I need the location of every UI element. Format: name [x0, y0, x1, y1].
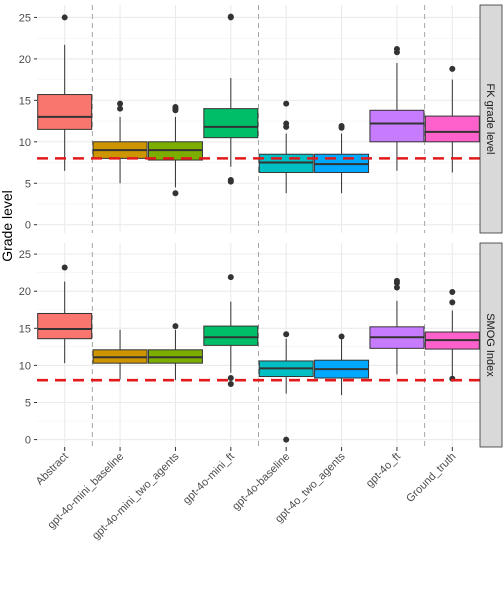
outlier-point: [449, 299, 456, 306]
outlier-point: [172, 323, 179, 330]
box-abstract: [37, 94, 93, 130]
outlier-point: [61, 264, 68, 271]
outlier-point: [338, 123, 345, 130]
outlier-point: [393, 284, 400, 291]
outlier-point: [449, 65, 456, 72]
x-tick-label: gpt-4o-mini_ft: [181, 451, 237, 507]
outlier-point: [283, 100, 290, 107]
outlier-point: [61, 14, 68, 21]
y-tick-label: 25: [19, 12, 31, 24]
x-tick-label: Abstract: [34, 451, 71, 488]
outlier-point: [172, 190, 179, 197]
facet-label: FK grade level: [484, 84, 496, 155]
box-abstract: [37, 312, 93, 340]
y-tick-label: 20: [19, 286, 31, 298]
outlier-point: [172, 103, 179, 110]
box-gpt-4o-ft: [369, 109, 425, 143]
x-tick-label: gpt-4o_ft: [364, 451, 403, 490]
outlier-point: [227, 375, 234, 382]
box-gpt-4o-mini-ft: [203, 325, 259, 346]
y-tick-label: 10: [19, 137, 31, 149]
y-tick-label: 0: [25, 220, 31, 232]
outlier-point: [227, 380, 234, 387]
y-tick-label: 15: [19, 95, 31, 107]
y-tick-label: 25: [19, 249, 31, 261]
box-ground-truth: [424, 115, 480, 143]
outlier-point: [117, 100, 124, 107]
y-tick-label: 10: [19, 360, 31, 372]
outlier-point: [283, 120, 290, 127]
outlier-point: [227, 13, 234, 20]
y-tick-label: 5: [25, 397, 31, 409]
outlier-point: [393, 45, 400, 52]
facet-strip: [479, 4, 503, 234]
y-tick-label: 0: [25, 435, 31, 447]
y-tick-label: 15: [19, 323, 31, 335]
outlier-point: [338, 333, 345, 340]
outlier-point: [283, 331, 290, 338]
outlier-point: [227, 274, 234, 281]
outlier-point: [283, 436, 290, 443]
y-tick-label: 20: [19, 54, 31, 66]
x-tick-label: Ground_truth: [404, 451, 458, 505]
y-tick-label: 5: [25, 178, 31, 190]
x-tick-label: gpt-4o-baseline: [230, 451, 292, 513]
outlier-point: [449, 288, 456, 295]
facet-strip: [479, 242, 503, 448]
outlier-point: [227, 178, 234, 185]
outlier-point: [393, 277, 400, 284]
y-axis-title: Grade level: [0, 190, 15, 262]
facet-label: SMOG Index: [484, 313, 496, 377]
outlier-point: [117, 105, 124, 112]
box-gpt-4o-mini-ft: [203, 108, 259, 139]
